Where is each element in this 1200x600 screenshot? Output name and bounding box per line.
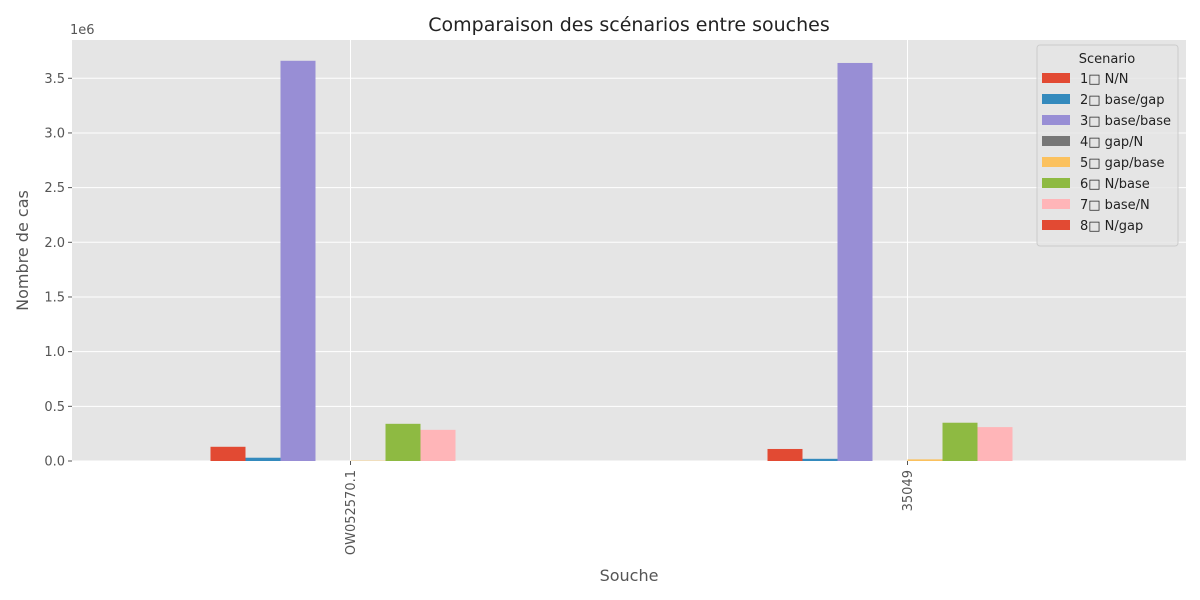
legend-label: 5□ gap/base <box>1080 156 1165 171</box>
y-tick-label: 2.0 <box>44 236 65 251</box>
legend-label: 6□ N/base <box>1080 177 1150 192</box>
bar-series-6-35049 <box>942 422 978 461</box>
legend-frame <box>1036 44 1179 247</box>
gridlines <box>72 40 1186 462</box>
bar-series-5-35049 <box>907 459 943 461</box>
bar-series-7-35049 <box>977 427 1013 461</box>
x-axis-ticks: OW052570.1 35049 <box>344 461 916 555</box>
y-tick-label: 1.0 <box>44 345 65 360</box>
legend-swatch <box>1042 73 1070 83</box>
legend-title: Scenario <box>1079 52 1136 67</box>
chart-title: Comparaison des scénarios entre souches <box>428 14 829 36</box>
legend-swatch <box>1042 94 1070 104</box>
bar-series-1-OW052570.1 <box>210 446 246 461</box>
legend-label: 2□ base/gap <box>1080 93 1165 108</box>
legend-swatch <box>1042 136 1070 146</box>
bar-series-2-35049 <box>802 458 838 461</box>
y-tick-label: 0.5 <box>44 400 65 415</box>
legend-swatch <box>1042 220 1070 230</box>
bar-series-3-OW052570.1 <box>280 60 316 462</box>
legend-swatch <box>1042 199 1070 209</box>
legend-label: 8□ N/gap <box>1080 219 1143 234</box>
y-tick-label: 3.0 <box>44 126 65 141</box>
y-axis-offset-text: 1e6 <box>70 23 95 38</box>
y-tick-label: 3.5 <box>44 72 65 87</box>
bars <box>210 60 1013 462</box>
y-axis-ticks: 0.0 0.5 1.0 1.5 2.0 2.5 3.0 3.5 <box>44 72 72 470</box>
y-tick-label: 2.5 <box>44 181 65 196</box>
legend-items: 1□ N/N 2□ base/gap 3□ base/base 4□ gap/N 5□ … <box>1042 72 1171 234</box>
bar-series-3-35049 <box>837 62 873 462</box>
legend-swatch <box>1042 157 1070 167</box>
bar-series-6-OW052570.1 <box>385 423 421 461</box>
x-axis-label: Souche <box>600 566 659 585</box>
y-tick-label: 1.5 <box>44 290 65 305</box>
legend-swatch <box>1042 115 1070 125</box>
legend: Scenario 1□ N/N 2□ base/gap 3□ base/base 4□… <box>1036 44 1179 247</box>
y-tick-label: 0.0 <box>44 455 65 470</box>
legend-label: 1□ N/N <box>1080 72 1129 87</box>
y-axis-label: Nombre de cas <box>13 190 32 311</box>
bar-series-2-OW052570.1 <box>245 457 281 461</box>
legend-swatch <box>1042 178 1070 188</box>
x-tick-label: 35049 <box>901 470 916 511</box>
legend-label: 3□ base/base <box>1080 114 1171 129</box>
bar-series-7-OW052570.1 <box>420 429 456 461</box>
bar-series-1-35049 <box>767 448 803 461</box>
x-tick-label: OW052570.1 <box>344 470 359 555</box>
legend-label: 7□ base/N <box>1080 198 1150 213</box>
plot-area <box>72 40 1186 461</box>
legend-label: 4□ gap/N <box>1080 135 1143 150</box>
